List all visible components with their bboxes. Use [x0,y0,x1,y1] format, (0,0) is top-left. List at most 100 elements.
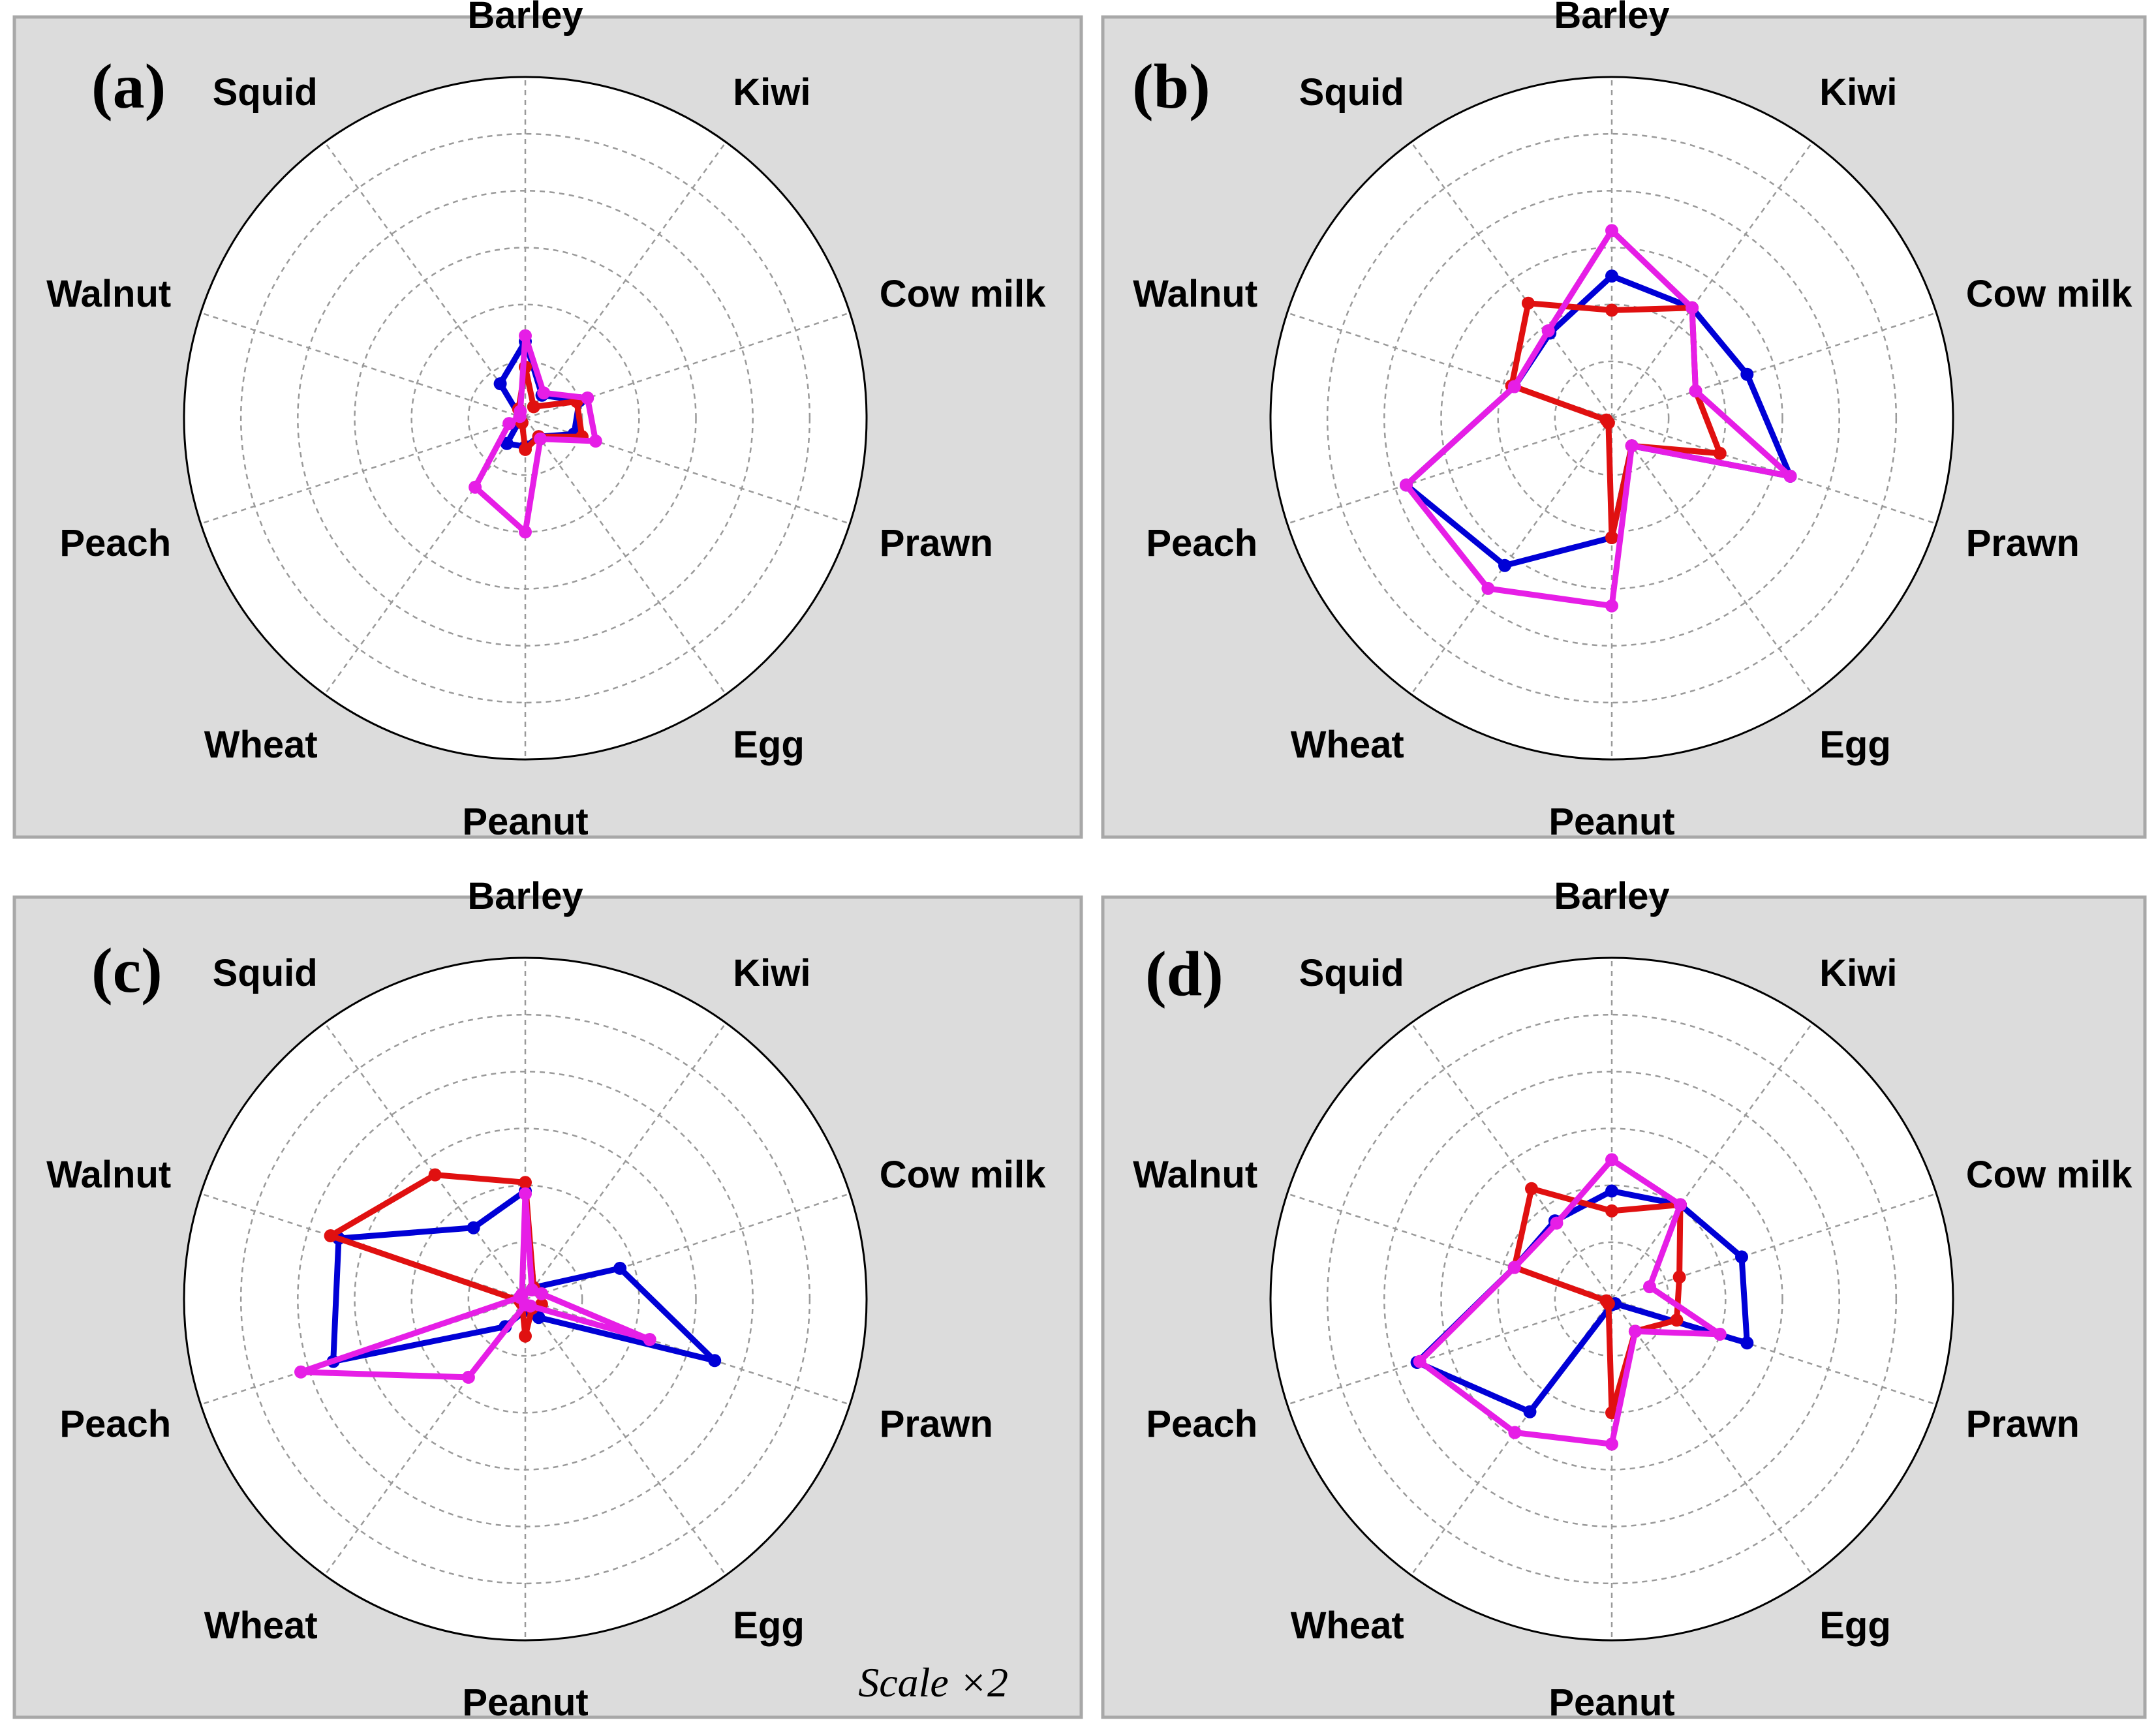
category-label: Barley [467,0,583,37]
grid-spoke [524,418,727,695]
series-magenta-point [537,386,551,400]
series-blue-point [500,437,514,450]
series-magenta-point [1605,224,1618,237]
category-label: Cow milk [1966,273,2133,315]
series-blue-point [532,1311,546,1325]
series-red-point [1670,1313,1684,1327]
grid-spoke [524,142,727,419]
grid-spoke [1610,1022,1813,1300]
series-magenta-point [1541,324,1555,337]
panel-label: (d) [1145,939,1224,1009]
category-label: Egg [1819,1604,1891,1647]
series-magenta-point [581,391,594,405]
series-red-point [1599,413,1613,427]
series-magenta-point [1605,1437,1618,1451]
grid-spoke [1610,1298,1813,1576]
category-label: Wheat [1291,1604,1404,1647]
series-red-point [1605,303,1618,317]
scale-note: Scale ×2 [858,1659,1008,1706]
series-magenta-point [534,1287,548,1300]
series-red-point [519,1176,532,1189]
series-magenta-point [1481,581,1495,595]
series-blue-point [1523,1405,1537,1418]
category-label: Walnut [46,273,171,315]
grid-spoke [324,1298,527,1576]
grid-spoke [1611,1298,1937,1405]
series-magenta-point [519,329,532,343]
grid-spoke [1287,417,1612,525]
grid-spoke [1611,1193,1937,1300]
series-red-point [519,442,532,456]
category-label: Prawn [1966,522,2080,564]
grid-spoke [324,1022,527,1300]
series-blue-point [1498,559,1511,572]
category-label: Peanut [1548,801,1674,843]
series-blue-point [1740,367,1754,381]
series-red-point [1521,296,1535,310]
grid-spoke [200,417,526,525]
category-label: Peach [1146,1403,1257,1445]
category-label: Walnut [1133,273,1257,315]
series-magenta-point [1507,1261,1521,1274]
series-magenta-point [1625,439,1639,453]
category-label: Peanut [1548,1681,1674,1724]
series-blue-point [613,1261,627,1275]
category-label: Egg [733,1604,805,1647]
series-magenta-point [519,1187,532,1201]
grid-spoke [524,1022,727,1300]
series-blue-point [467,1221,480,1234]
series-magenta-point [589,435,602,448]
series-magenta-point [1674,1198,1687,1212]
grid-spoke [1410,142,1613,419]
category-label: Peanut [462,801,588,843]
series-magenta-point [519,525,532,539]
series-red-point [1599,1294,1613,1308]
category-label: Egg [733,724,805,766]
category-label: Cow milk [880,1154,1046,1196]
series-magenta-point [469,480,482,494]
series-magenta-point [1713,1327,1727,1341]
category-label: Peach [59,522,171,564]
category-label: Prawn [1966,1403,2080,1445]
series-red-point [1713,446,1727,460]
grid-spoke [1287,1193,1612,1300]
series-magenta-point [1605,599,1618,613]
category-label: Squid [1299,71,1404,114]
panel-label: (c) [91,936,162,1006]
series-magenta-point [643,1333,656,1346]
series-magenta-point [1689,384,1702,398]
series-magenta-point [1508,1426,1522,1439]
series-magenta-point [1550,1216,1563,1230]
grid-spoke [1610,418,1813,695]
category-label: Kiwi [1819,952,1897,994]
category-label: Cow milk [1966,1154,2133,1196]
grid-spoke [1610,142,1813,419]
grid-spoke [324,418,527,695]
category-label: Prawn [880,1403,993,1445]
panel-label: (b) [1132,52,1210,122]
category-label: Wheat [1291,724,1404,766]
grid-spoke [1287,1298,1612,1405]
grid-spoke [525,417,850,525]
series-red-point [527,400,540,414]
grid-spoke [200,312,526,420]
series-magenta-point [1400,478,1413,492]
category-label: Barley [1554,0,1669,37]
radar-panel: Barley Kiwi Cow milk Prawn Egg Peanut Wheat Pea… [12,875,1083,1724]
series-red-point [1605,1204,1618,1218]
category-label: Walnut [46,1154,171,1196]
grid-spoke [525,1193,850,1300]
category-label: Squid [213,952,318,994]
series-magenta-point [461,1370,475,1384]
series-blue-point [1605,1184,1618,1198]
series-blue-point [1735,1250,1748,1264]
category-label: Peach [1146,522,1257,564]
category-label: Barley [1554,875,1669,917]
category-label: Peach [59,1403,171,1445]
series-magenta-point [514,405,527,418]
series-magenta-point [1643,1280,1656,1294]
series-red-point [1605,531,1618,544]
grid-ring [410,1184,640,1414]
series-red-point [1672,1270,1686,1284]
